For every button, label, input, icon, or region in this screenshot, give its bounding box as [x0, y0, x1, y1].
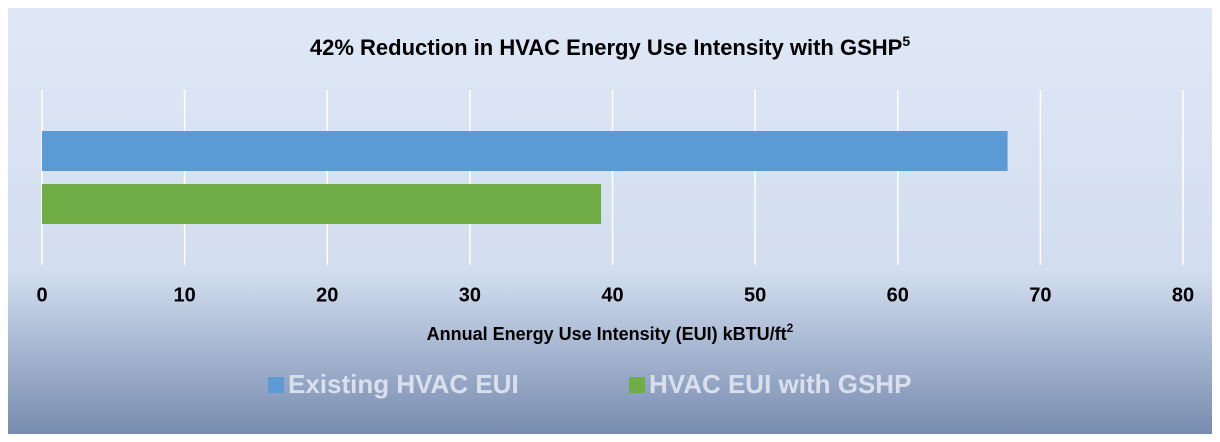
- x-tick-label: 50: [744, 284, 766, 306]
- x-tick-label: 10: [174, 284, 196, 306]
- x-label-superscript: 2: [787, 321, 794, 335]
- x-axis-label: Annual Energy Use Intensity (EUI) kBTU/f…: [427, 321, 794, 344]
- legend-swatch: [629, 377, 645, 393]
- x-tick-label: 30: [459, 284, 481, 306]
- legend-label: Existing HVAC EUI: [288, 369, 519, 399]
- x-tick-label: 0: [36, 284, 47, 306]
- chart-title: 42% Reduction in HVAC Energy Use Intensi…: [310, 33, 910, 60]
- title-text: 42% Reduction in HVAC Energy Use Intensi…: [310, 35, 902, 60]
- x-label-text: Annual Energy Use Intensity (EUI) kBTU/f…: [427, 324, 787, 344]
- x-tick-label: 40: [601, 284, 623, 306]
- bar: [42, 131, 1008, 171]
- title-superscript: 5: [902, 33, 910, 49]
- legend-swatch: [268, 377, 284, 393]
- legend-label: HVAC EUI with GSHP: [649, 369, 911, 399]
- x-tick-label: 60: [887, 284, 909, 306]
- x-tick-label: 70: [1029, 284, 1051, 306]
- x-tick-label: 20: [316, 284, 338, 306]
- bar: [42, 184, 602, 224]
- x-tick-label: 80: [1172, 284, 1194, 306]
